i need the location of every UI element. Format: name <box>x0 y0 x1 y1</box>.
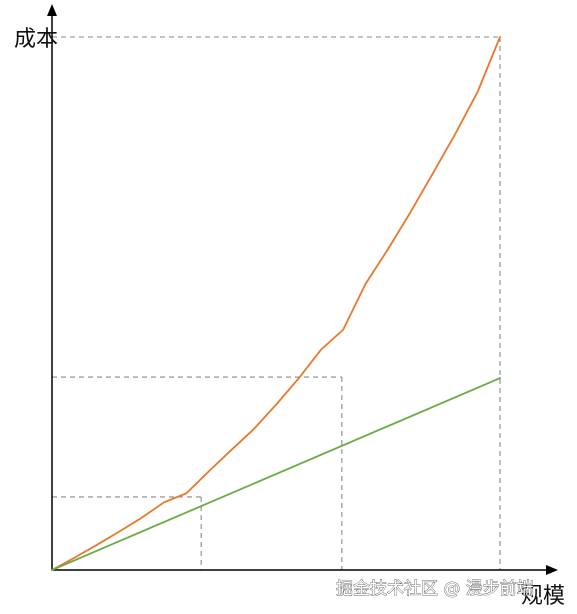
x-axis-arrow <box>546 565 558 575</box>
orange-series-line <box>51 36 501 571</box>
reference-guides <box>52 36 501 570</box>
watermark-text: 掘金技术社区 @ 漫步前端 <box>336 579 534 599</box>
x-axis-label: 规模 <box>521 584 565 609</box>
y-axis-label: 成本 <box>14 27 58 52</box>
green-series-line <box>51 377 501 571</box>
series-group <box>51 36 501 571</box>
y-axis-arrow <box>47 4 57 16</box>
